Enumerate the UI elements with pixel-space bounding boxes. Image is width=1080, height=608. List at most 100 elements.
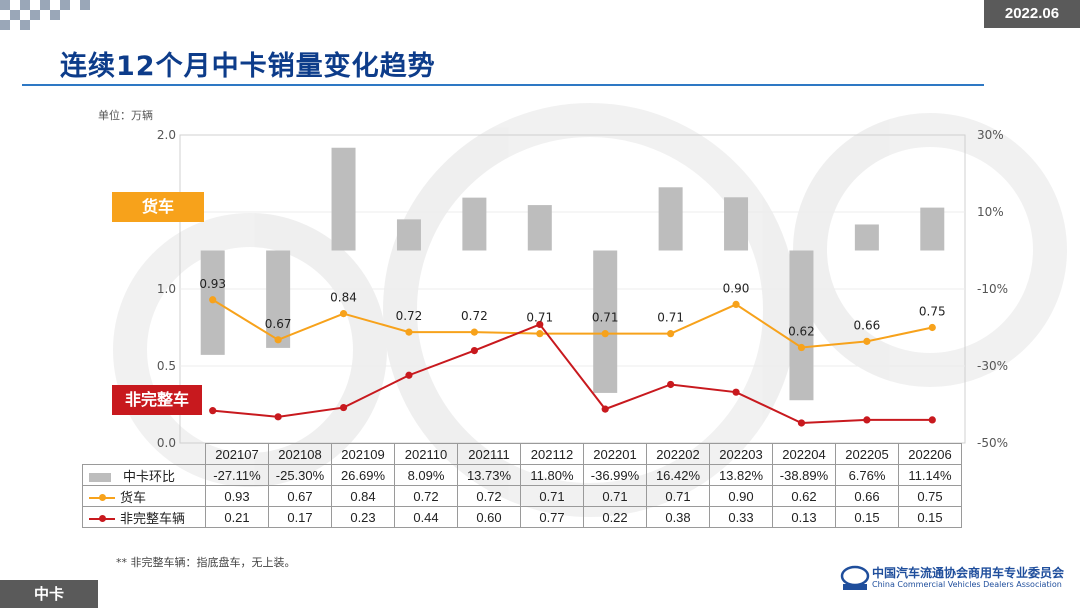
table-cell: 0.84 — [331, 485, 395, 507]
table-cell: 0.71 — [646, 485, 710, 507]
truck-data-label: 0.84 — [330, 291, 357, 305]
chassis-point — [601, 405, 609, 413]
chassis-point — [339, 403, 348, 412]
chassis-point — [405, 371, 413, 379]
table-cell: 26.69% — [331, 464, 395, 486]
truck-line — [212, 298, 933, 349]
callout-truck: 货车 — [112, 192, 204, 222]
table-cell: 13.73% — [457, 464, 521, 486]
truck-data-label: 0.72 — [396, 309, 423, 323]
page-title: 连续12个月中卡销量变化趋势 — [60, 51, 436, 82]
truck-legend-swatch — [89, 494, 115, 502]
table-cell: 0.72 — [394, 485, 458, 507]
bar-legend-swatch — [89, 472, 111, 482]
table-corner — [83, 444, 206, 465]
table-column-header: 202112 — [520, 443, 584, 465]
bar — [396, 219, 421, 251]
table-cell: 0.75 — [898, 485, 962, 507]
table-cell: 0.62 — [772, 485, 836, 507]
table-cell: 0.22 — [583, 506, 647, 528]
truck-data-label: 0.71 — [657, 311, 684, 325]
table-column-header: 202202 — [646, 443, 710, 465]
truck-point — [209, 296, 217, 304]
chassis-point — [536, 320, 544, 329]
org-logo: 中国汽车流通协会商用车专业委员会 China Commercial Vehicl… — [840, 564, 1066, 594]
table-cell: 0.23 — [331, 506, 395, 528]
truck-point — [339, 310, 348, 318]
table-cell: -25.30% — [268, 464, 332, 486]
table-column-header: 202205 — [835, 443, 899, 465]
truck-point — [274, 336, 282, 344]
series-name: 货车 — [120, 489, 147, 505]
left-axis-tick: 0.0 — [157, 436, 176, 450]
table-cell: 6.76% — [835, 464, 899, 486]
table-cell: 0.71 — [520, 485, 584, 507]
table-column-header: 202203 — [709, 443, 773, 465]
table-column-header: 202206 — [898, 443, 962, 465]
truck-data-label: 0.75 — [919, 305, 946, 319]
table-cell: 0.90 — [709, 485, 773, 507]
bar — [593, 250, 618, 393]
right-axis-tick: 10% — [977, 205, 1004, 219]
table-column-header: 202201 — [583, 443, 647, 465]
table-cell: 8.09% — [394, 464, 458, 486]
series-name: 中卡环比 — [123, 468, 176, 484]
table-cell: 0.17 — [268, 506, 332, 528]
bar — [789, 250, 814, 401]
chassis-point — [797, 419, 806, 427]
table-cell: 0.21 — [205, 506, 269, 528]
chassis-point — [732, 388, 740, 396]
table-cell: 0.33 — [709, 506, 773, 528]
truck-point — [797, 343, 806, 352]
truck-data-label: 0.66 — [854, 318, 881, 332]
chassis-point — [863, 416, 871, 424]
truck-point — [470, 328, 478, 336]
unit-label: 单位：万辆 — [98, 109, 153, 122]
right-axis-tick: -30% — [977, 359, 1008, 373]
table-cell: 0.77 — [520, 506, 584, 528]
table-row-label: 非完整车辆 — [82, 506, 206, 528]
chassis-point — [209, 407, 217, 415]
table-cell: 11.14% — [898, 464, 962, 486]
truck-data-label: 0.72 — [461, 309, 488, 323]
table-column-header: 202109 — [331, 443, 395, 465]
table-column-header: 202107 — [205, 443, 269, 465]
table-column-header: 202204 — [772, 443, 836, 465]
truck-point — [928, 323, 936, 332]
chassis-line — [212, 323, 933, 424]
truck-point — [667, 330, 675, 338]
truck-data-label: 0.71 — [526, 311, 553, 325]
table-cell: 11.80% — [520, 464, 584, 486]
table-cell: -36.99% — [583, 464, 647, 486]
org-name: 中国汽车流通协会商用车专业委员会 — [872, 566, 1065, 580]
table-row: 货车 0.93 0.67 0.84 0.72 0.72 0.71 0.71 0.71 0.90 0… — [82, 485, 962, 507]
table-cell: 0.71 — [583, 485, 647, 507]
data-table: 202107 202108 202109 202110 202111 202112 2022… — [82, 443, 962, 528]
bar — [658, 187, 683, 251]
truck-point — [732, 300, 740, 308]
table-cell: 13.82% — [709, 464, 773, 486]
bar — [724, 197, 749, 251]
table-cell: 0.72 — [457, 485, 521, 507]
org-emblem-icon — [840, 565, 870, 590]
table-row: 非完整车辆 0.21 0.17 0.23 0.44 0.60 0.77 0.22 0.38 0.… — [82, 506, 962, 528]
footnote: ** 非完整车辆：指底盘车，无上装。 — [116, 556, 296, 569]
table-cell: 0.15 — [898, 506, 962, 528]
callout-chassis: 非完整车 — [112, 385, 202, 415]
table-cell: 0.44 — [394, 506, 458, 528]
table-row: 中卡环比 -27.11% -25.30% 26.69% 8.09% 13.73% 11.8… — [82, 464, 962, 486]
chassis-point — [274, 413, 282, 421]
table-cell: 0.38 — [646, 506, 710, 528]
left-axis-tick: 1.0 — [157, 282, 176, 296]
table-header-row: 202107 202108 202109 202110 202111 202112 2022… — [83, 443, 962, 465]
truck-point — [863, 337, 871, 345]
bar — [266, 250, 291, 348]
table-column-header: 202108 — [268, 443, 332, 465]
truck-data-label: 0.67 — [265, 317, 292, 331]
corner-checker-logo — [0, 0, 90, 30]
table-cell: 0.66 — [835, 485, 899, 507]
truck-point — [601, 330, 609, 338]
chassis-point — [470, 347, 478, 355]
table-cell: 0.60 — [457, 506, 521, 528]
bar — [854, 224, 879, 251]
